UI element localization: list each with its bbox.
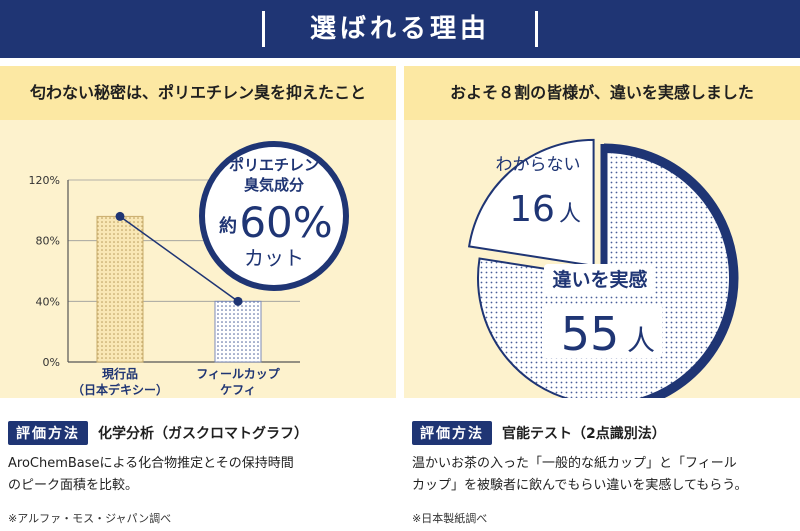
pie-slices — [467, 138, 739, 398]
left-description: AroChemBaseによる化合物推定とその保持時間 のピーク面積を比較。 — [8, 453, 294, 497]
pie-label-feel-bg — [544, 264, 654, 294]
callout-badge: ポリエチレン 臭気成分 約 60% カット — [199, 141, 349, 291]
bar-y-tick-label: 80% — [36, 235, 60, 248]
bar-point-2 — [233, 296, 243, 306]
pie-chart: わからない 16 人 違いを実感 55 人 — [467, 138, 739, 398]
header-title: 選ばれる理由 — [309, 14, 490, 44]
header-banner: 選ばれる理由 — [0, 0, 800, 58]
pie-label-feel-value-bg — [542, 304, 662, 358]
bar-connector — [115, 211, 243, 306]
bar-bars — [96, 215, 262, 363]
right-panel: およそ８割の皆様が、違いを実感しました わからない 16 人 違いを実感 55 — [404, 66, 800, 398]
bar-y-tick-label: 40% — [36, 295, 60, 308]
left-panel: 匂わない秘密は、ポリエチレン臭を抑えたこと 0% 40% 80% 120% 現行品 （日… — [0, 66, 396, 398]
pie-label-feel-text: 違いを実感 — [552, 268, 647, 291]
right-description: 温かいお茶の入った「一般的な紙カップ」と「フィール カップ」を被験者に飲んでもら… — [412, 453, 748, 497]
callout-value: 60% — [239, 198, 332, 247]
right-method-row: 評価方法 官能テスト（2点識別法） — [412, 421, 666, 445]
bar-category-label: 現行品 — [102, 366, 138, 381]
pie-slice-unknown — [467, 138, 595, 268]
bar-y-tick-label: 120% — [29, 174, 60, 187]
right-method-badge: 評価方法 — [412, 421, 492, 445]
bar-y-ticks: 0% 40% 80% 120% — [29, 174, 60, 369]
left-panel-heading: 匂わない秘密は、ポリエチレン臭を抑えたこと — [0, 66, 396, 120]
pie-label-unknown-text: わからない — [496, 155, 581, 175]
pie-label-unknown: わからない 16 人 — [496, 155, 582, 230]
bar-1 — [96, 215, 144, 363]
bar-category-sublabel: （日本デキシー） — [72, 382, 168, 397]
right-note: ※日本製紙調べ — [412, 512, 488, 525]
bar-y-tick-label: 0% — [43, 356, 60, 369]
callout-line2: 臭気成分 — [244, 176, 304, 194]
left-desc-line1: AroChemBaseによる化合物推定とその保持時間 — [8, 456, 294, 471]
pie-label-feel-unit: 人 — [627, 324, 655, 357]
pie-label-unknown-unit: 人 — [559, 202, 581, 227]
right-panel-heading: およそ８割の皆様が、違いを実感しました — [404, 66, 800, 120]
callout-suffix: カット — [244, 246, 304, 270]
left-desc-line2: のピーク面積を比較。 — [8, 478, 139, 493]
pie-label-feel-value: 55 — [561, 307, 620, 361]
left-note: ※アルファ・モス・ジャパン調べ — [8, 512, 172, 525]
header-right-bar — [535, 11, 538, 47]
right-desc-line2: カップ」を被験者に飲んでもらい違いを実感してもらう。 — [412, 478, 748, 493]
callout-prefix: 約 — [219, 215, 237, 237]
bar-point-1 — [115, 211, 125, 221]
bar-category-sublabel: ケフィ — [220, 383, 256, 397]
pie-label-unknown-value: 16 — [509, 189, 555, 230]
left-method-row: 評価方法 化学分析（ガスクロマトグラフ） — [8, 421, 308, 445]
header-left-bar — [262, 11, 265, 47]
left-method-badge: 評価方法 — [8, 421, 88, 445]
right-method-text: 官能テスト（2点識別法） — [502, 426, 666, 442]
bar-category-label: フィールカップ — [196, 366, 280, 381]
pie-chart-area: わからない 16 人 違いを実感 55 人 — [404, 120, 800, 398]
left-method-text: 化学分析（ガスクロマトグラフ） — [98, 426, 308, 442]
bar-2 — [214, 300, 262, 363]
bar-chart-area: 0% 40% 80% 120% 現行品 （日本デキシー） フィールカップ ケフィ ポリエチレ… — [0, 120, 396, 398]
pie-rim — [603, 143, 739, 398]
pie-label-feel: 違いを実感 55 人 — [542, 264, 662, 361]
callout-line1: ポリエチレン — [229, 156, 319, 174]
bar-connector-line — [119, 215, 239, 302]
right-desc-line1: 温かいお茶の入った「一般的な紙カップ」と「フィール — [412, 456, 737, 471]
